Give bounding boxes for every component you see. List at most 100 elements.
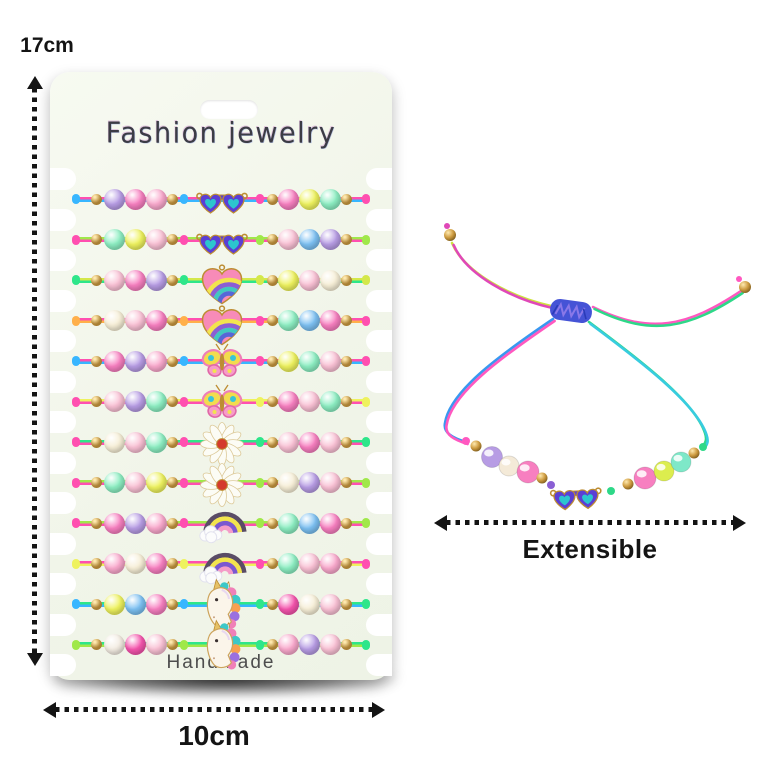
bead xyxy=(145,391,167,412)
bead xyxy=(103,472,125,493)
card-notch xyxy=(50,654,76,676)
bead xyxy=(90,396,102,407)
cord-knot xyxy=(362,599,370,609)
bead xyxy=(298,269,320,291)
bead xyxy=(90,558,102,569)
bead xyxy=(145,593,167,615)
bead xyxy=(90,598,102,610)
bead xyxy=(166,234,178,245)
bead xyxy=(266,396,278,407)
cord-knot xyxy=(72,518,80,528)
bead xyxy=(340,355,352,367)
bead xyxy=(124,188,146,210)
cord-knot xyxy=(256,356,264,366)
bead xyxy=(319,553,341,574)
charm-daisy xyxy=(192,414,252,474)
cord-knot xyxy=(256,396,264,407)
card-notch xyxy=(366,168,392,190)
arrow-left-icon xyxy=(434,514,447,531)
cord-knot xyxy=(180,275,188,285)
card-notch xyxy=(50,168,76,190)
cord-knot xyxy=(362,477,370,488)
bead xyxy=(319,229,341,250)
cord-knot xyxy=(72,599,80,609)
cord-knot xyxy=(362,275,370,285)
bead xyxy=(166,517,178,529)
hang-hole xyxy=(200,100,258,119)
height-dimension-label: 17cm xyxy=(20,34,74,57)
bead xyxy=(90,517,102,529)
bead xyxy=(145,350,167,372)
bead xyxy=(340,639,352,650)
bead xyxy=(319,188,341,210)
bead xyxy=(103,634,125,655)
charm-unicorn xyxy=(192,617,252,677)
bead xyxy=(145,431,167,453)
bead xyxy=(266,315,278,326)
cord-knot xyxy=(256,639,264,650)
extensible-arrow xyxy=(434,514,746,531)
bead xyxy=(103,553,125,574)
display-card: Fashion jewelry Handmade xyxy=(50,72,392,680)
charm-rainbow-cloud xyxy=(192,536,252,596)
cord-knot xyxy=(180,518,188,528)
bead xyxy=(166,598,178,610)
charm-heart-glasses xyxy=(549,487,602,511)
arrow-down-icon xyxy=(26,653,43,666)
cord-knot xyxy=(72,194,80,204)
bead xyxy=(124,391,146,412)
bead xyxy=(103,593,125,615)
bead xyxy=(277,634,299,655)
bead xyxy=(298,391,320,412)
bead xyxy=(103,188,125,210)
bead xyxy=(266,598,278,610)
bead xyxy=(124,229,146,250)
cord-knot xyxy=(180,315,188,326)
bead xyxy=(90,639,102,650)
card-notch xyxy=(366,249,392,271)
cord-knot xyxy=(72,234,80,245)
bead xyxy=(277,188,299,210)
bead xyxy=(266,193,278,205)
bead xyxy=(298,431,320,453)
bead xyxy=(124,593,146,615)
bead xyxy=(103,310,125,331)
charm-heart-rainbow xyxy=(192,252,252,312)
bead xyxy=(277,310,299,331)
cord-knot xyxy=(72,437,80,447)
bead xyxy=(166,558,178,569)
cord-knot xyxy=(362,558,370,569)
bead xyxy=(319,310,341,331)
cord-knot xyxy=(180,194,188,204)
bead xyxy=(103,269,125,291)
cord-knot xyxy=(256,599,264,609)
bead xyxy=(90,193,102,205)
bead xyxy=(298,634,320,655)
bead xyxy=(90,274,102,286)
bead xyxy=(319,431,341,453)
charm-heart-glasses xyxy=(192,171,252,231)
charm-butterfly xyxy=(192,333,252,393)
card-notch xyxy=(50,613,76,636)
cord-knot xyxy=(180,234,188,245)
card-notch xyxy=(366,289,392,312)
cord-knot xyxy=(256,315,264,326)
bead xyxy=(277,593,299,615)
cord-knot xyxy=(362,315,370,326)
bead xyxy=(166,477,178,488)
bead xyxy=(266,477,278,488)
bead xyxy=(124,553,146,574)
cord-knot xyxy=(256,234,264,245)
brand-title: Fashion jewelry xyxy=(105,117,337,150)
single-bracelet xyxy=(425,195,768,540)
bead xyxy=(298,512,320,534)
cord-knot xyxy=(180,437,188,447)
bead xyxy=(145,553,167,574)
bead xyxy=(277,472,299,493)
card-notch xyxy=(50,573,76,595)
bead xyxy=(319,634,341,655)
cord-knot xyxy=(256,518,264,528)
arrow-right-icon xyxy=(372,701,385,718)
card-notch xyxy=(50,330,76,352)
charm-heart-glasses xyxy=(192,212,252,272)
